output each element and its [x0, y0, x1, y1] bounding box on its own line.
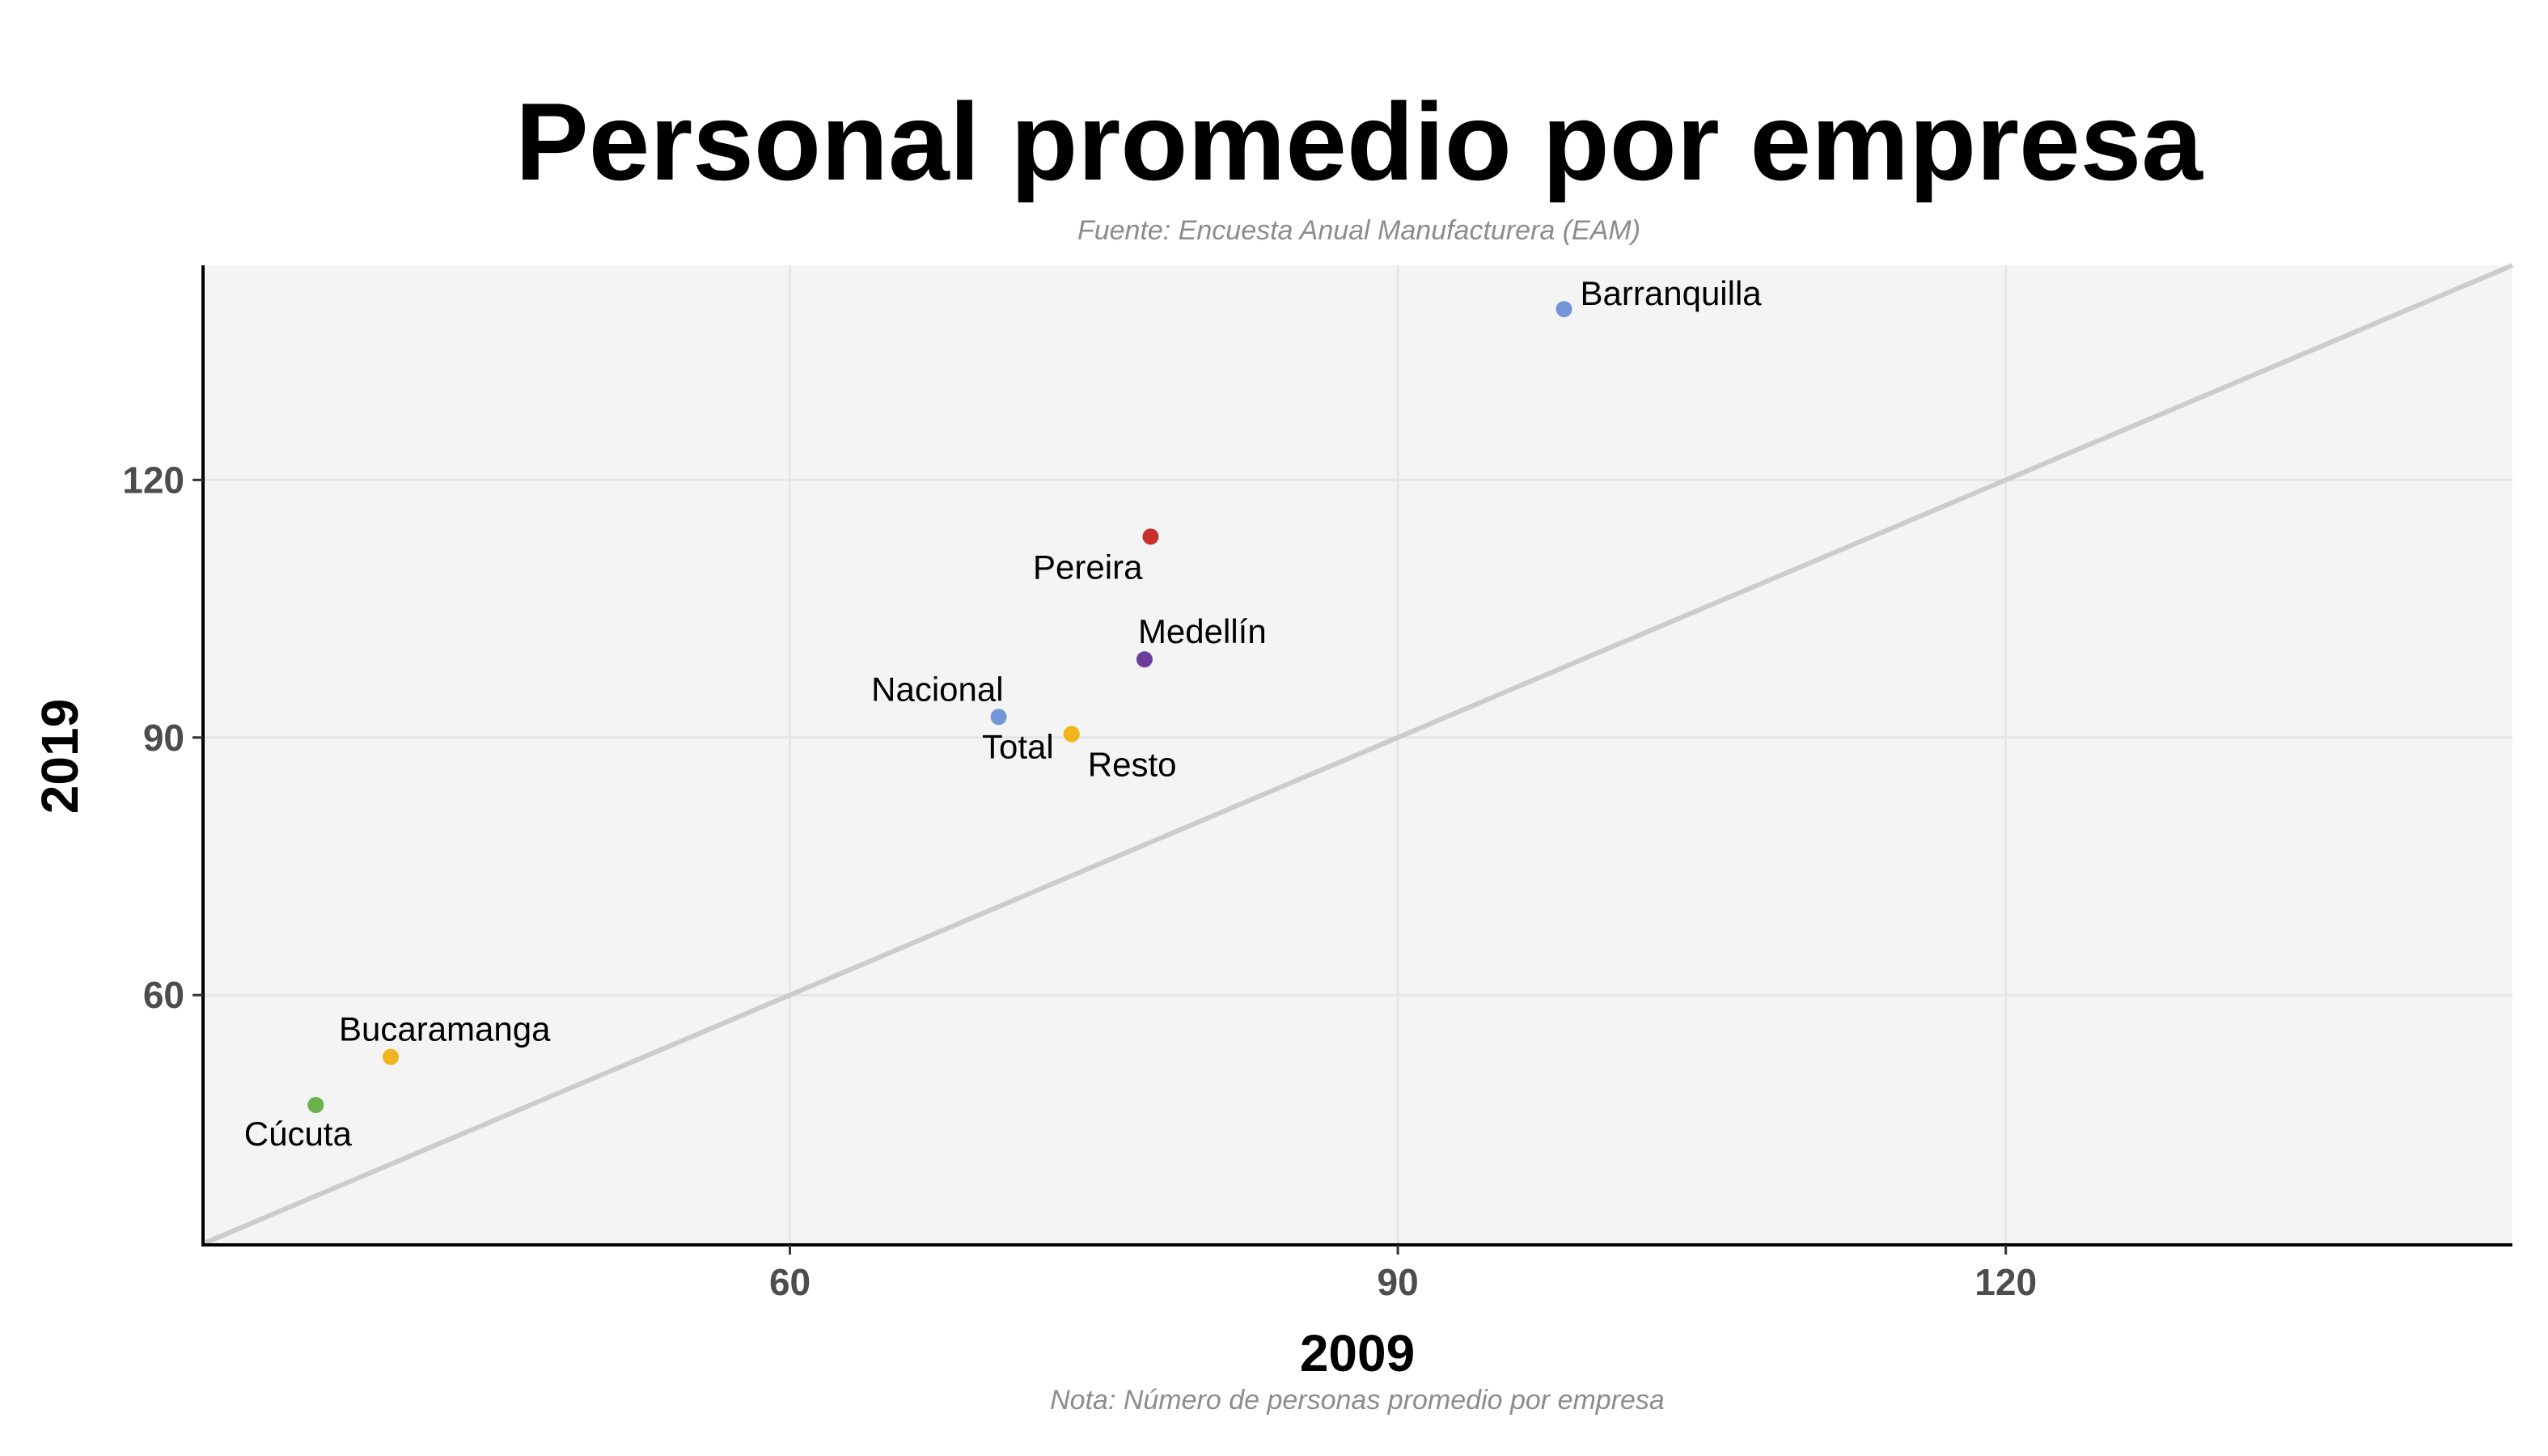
data-point — [1136, 651, 1153, 668]
data-point — [1555, 301, 1572, 318]
x-axis-title: 2009 — [1300, 1324, 1415, 1382]
y-tick-label: 120 — [122, 459, 184, 501]
points-layer — [307, 301, 1572, 1114]
chart-subtitle: Fuente: Encuesta Anual Manufacturera (EA… — [1077, 215, 1640, 246]
data-point — [307, 1097, 324, 1114]
point-label: Resto — [1088, 746, 1177, 784]
chart-title: Personal promedio por empresa — [515, 80, 2203, 203]
point-label: Barranquilla — [1581, 274, 1763, 312]
y-tick-label: 60 — [143, 974, 184, 1016]
x-tick-label: 120 — [1974, 1261, 2037, 1303]
point-label: Nacional — [871, 670, 1003, 708]
data-point — [1142, 528, 1159, 545]
point-labels-layer: Barranquilla Pereira Medellín Nacional Total… — [244, 274, 1763, 1153]
x-tick-label: 60 — [769, 1261, 811, 1303]
gridlines — [202, 265, 2512, 1244]
data-point — [990, 709, 1007, 726]
chart-caption: Nota: Número de personas promedio por em… — [1050, 1385, 1665, 1416]
point-label: Total — [982, 728, 1054, 766]
y-ticks: 60 90 120 — [122, 459, 203, 1016]
data-point — [382, 1048, 399, 1065]
x-tick-label: 90 — [1378, 1261, 1419, 1303]
y-axis-title: 2019 — [31, 699, 89, 814]
x-ticks: 60 90 120 — [769, 1245, 2037, 1303]
point-label: Medellín — [1138, 612, 1267, 650]
y-tick-label: 90 — [143, 717, 184, 759]
point-label: Pereira — [1033, 548, 1143, 586]
data-point — [1063, 726, 1080, 743]
point-label: Bucaramanga — [339, 1010, 551, 1048]
reference-line — [201, 263, 2514, 1246]
point-label: Cúcuta — [244, 1115, 353, 1153]
